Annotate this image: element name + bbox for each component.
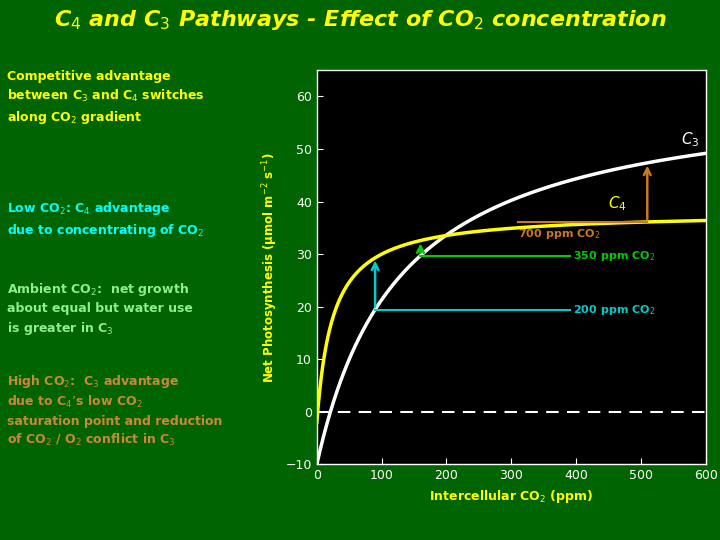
Text: Competitive advantage
between C$_3$ and C$_4$ switches
along CO$_2$ gradient: Competitive advantage between C$_3$ and … bbox=[7, 70, 205, 126]
Text: C$_4$ and C$_3$ Pathways - Effect of CO$_2$ concentration: C$_4$ and C$_3$ Pathways - Effect of CO$… bbox=[53, 8, 667, 32]
X-axis label: Intercellular CO$_2$ (ppm): Intercellular CO$_2$ (ppm) bbox=[429, 488, 593, 505]
Text: Low CO$_2$: C$_4$ advantage
due to concentrating of CO$_2$: Low CO$_2$: C$_4$ advantage due to conce… bbox=[7, 200, 204, 239]
Y-axis label: Net Photosynthesis (μmol m$^{-2}$ s$^{-1}$): Net Photosynthesis (μmol m$^{-2}$ s$^{-1… bbox=[261, 152, 280, 383]
Text: 350 ppm CO$_2$: 350 ppm CO$_2$ bbox=[573, 248, 655, 262]
Text: $C_3$: $C_3$ bbox=[680, 130, 699, 149]
Text: Ambient CO$_2$:  net growth
about equal but water use
is greater in C$_3$: Ambient CO$_2$: net growth about equal b… bbox=[7, 281, 193, 336]
Text: $C_4$: $C_4$ bbox=[608, 194, 627, 213]
Text: 700 ppm CO$_2$: 700 ppm CO$_2$ bbox=[518, 227, 600, 241]
Text: 200 ppm CO$_2$: 200 ppm CO$_2$ bbox=[573, 302, 655, 316]
Text: High CO$_2$:  C$_3$ advantage
due to C$_4$’s low CO$_2$
saturation point and red: High CO$_2$: C$_3$ advantage due to C$_4… bbox=[7, 373, 222, 448]
